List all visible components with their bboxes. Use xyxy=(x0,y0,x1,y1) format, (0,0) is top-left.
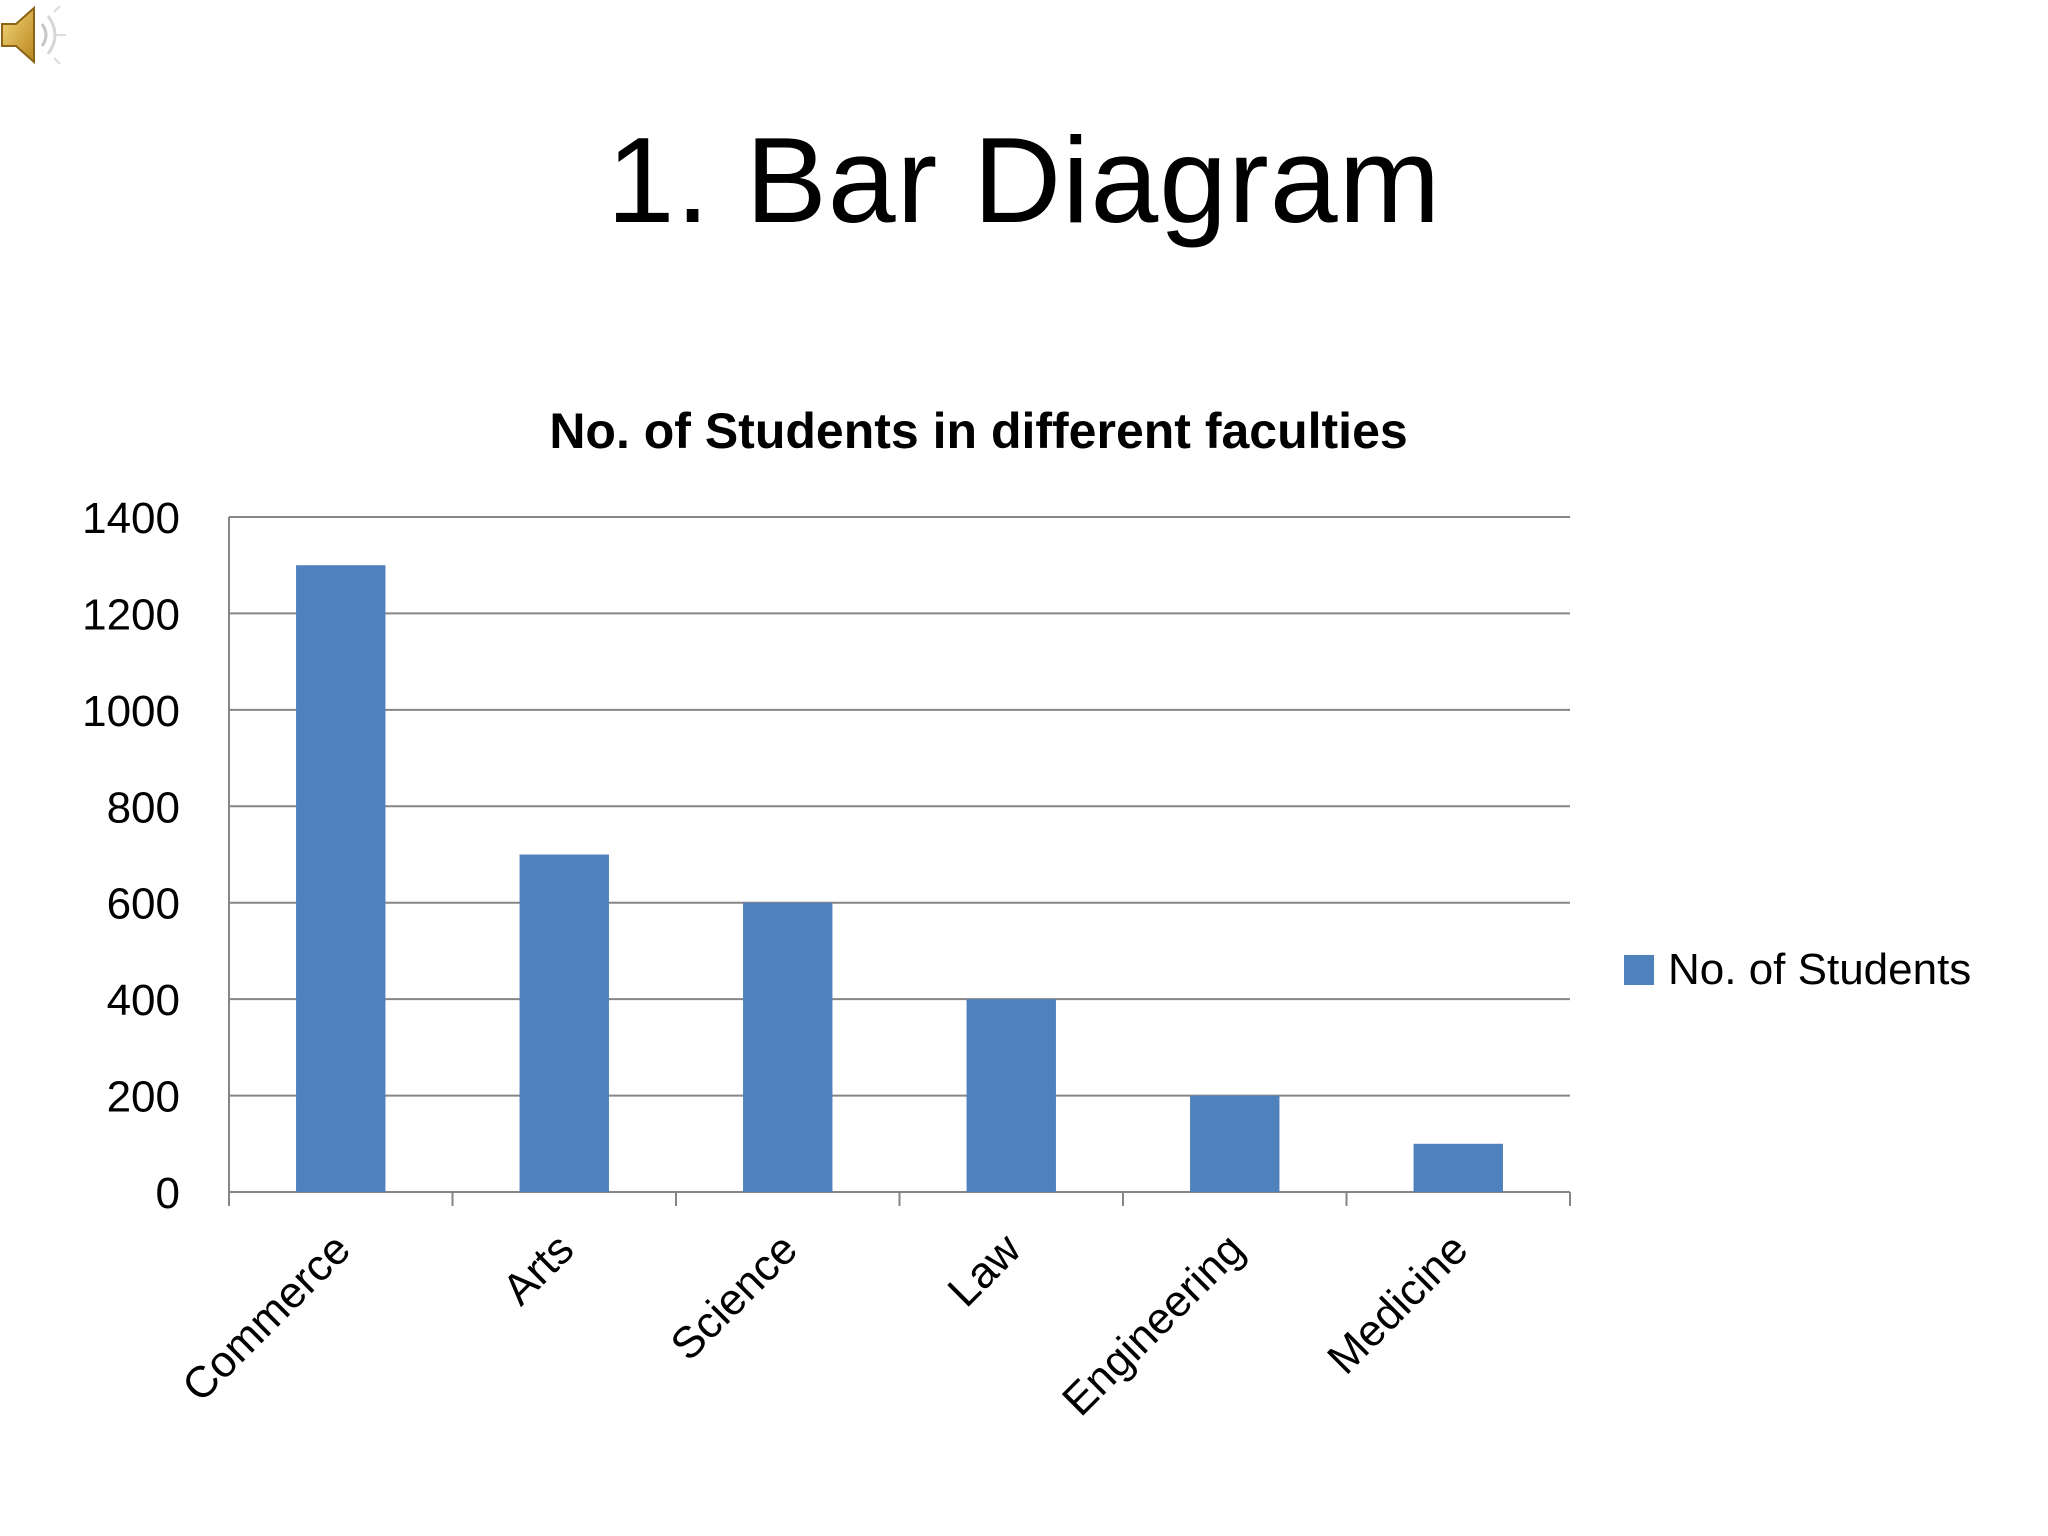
bar-science xyxy=(743,902,833,1192)
legend-label: No. of Students xyxy=(1668,945,1971,994)
y-tick-label: 800 xyxy=(107,783,180,832)
x-category-label: Engineering xyxy=(1053,1224,1254,1425)
x-category-label: Law xyxy=(939,1224,1031,1316)
bar-medicine xyxy=(1413,1143,1503,1192)
page-title: 1. Bar Diagram xyxy=(606,112,1442,248)
y-tick-label: 1200 xyxy=(82,590,180,639)
y-tick-label: 0 xyxy=(156,1169,180,1218)
x-category-label: Arts xyxy=(493,1224,583,1314)
chart-title: No. of Students in different faculties xyxy=(549,403,1407,459)
bar-engineering xyxy=(1190,1095,1280,1192)
x-category-label: Science xyxy=(661,1224,806,1369)
bar-commerce xyxy=(296,565,386,1192)
bar-arts xyxy=(519,854,609,1192)
x-category-label: Commerce xyxy=(173,1224,360,1411)
y-tick-label: 600 xyxy=(107,880,180,929)
x-category-label: Medicine xyxy=(1318,1224,1477,1383)
y-tick-label: 1000 xyxy=(82,687,180,736)
y-tick-label: 200 xyxy=(107,1073,180,1122)
legend-swatch xyxy=(1624,955,1654,985)
bar-law xyxy=(966,999,1056,1192)
speaker-icon[interactable] xyxy=(0,0,72,72)
y-tick-label: 1400 xyxy=(82,494,180,543)
y-tick-label: 400 xyxy=(107,976,180,1025)
